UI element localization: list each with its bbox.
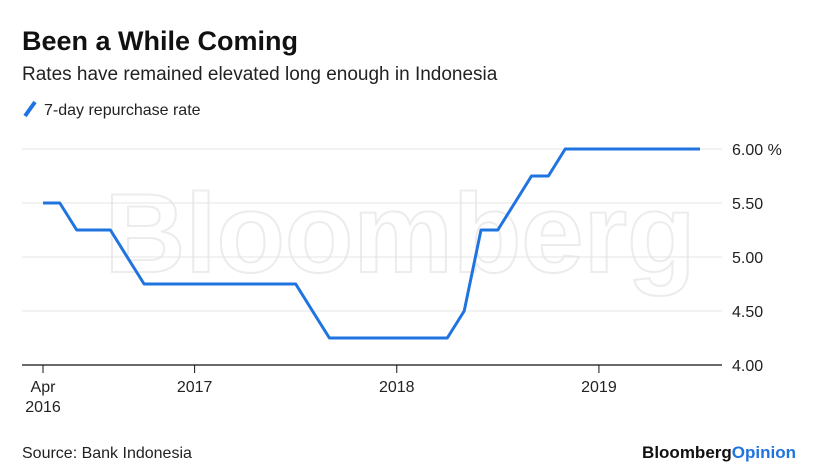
series-line xyxy=(43,147,700,340)
y-tick-label: 5.50 xyxy=(732,196,763,213)
brand-opinion: Opinion xyxy=(732,443,796,462)
watermark: Bloomberg xyxy=(104,171,695,296)
x-tick-label: Apr 2016 xyxy=(25,379,61,416)
y-tick-label: 4.00 xyxy=(732,358,763,375)
x-tick-label: 2017 xyxy=(176,379,213,396)
legend-label: 7-day repurchase rate xyxy=(44,102,201,119)
chart-title: Been a While Coming xyxy=(22,26,298,56)
source: Source: Bank Indonesia xyxy=(22,445,192,462)
chart-subtitle: Rates have remained elevated long enough… xyxy=(22,64,498,85)
y-tick-label: 4.50 xyxy=(732,304,763,321)
x-tick-label: 2018 xyxy=(378,379,415,396)
brand-main: Bloomberg xyxy=(642,443,732,462)
brand: BloombergOpinion xyxy=(642,443,796,462)
legend-swatch xyxy=(23,100,37,118)
x-tick-label: 2019 xyxy=(581,379,617,396)
y-tick-label: 6.00 % xyxy=(732,142,782,159)
y-tick-label: 5.00 xyxy=(732,250,763,267)
